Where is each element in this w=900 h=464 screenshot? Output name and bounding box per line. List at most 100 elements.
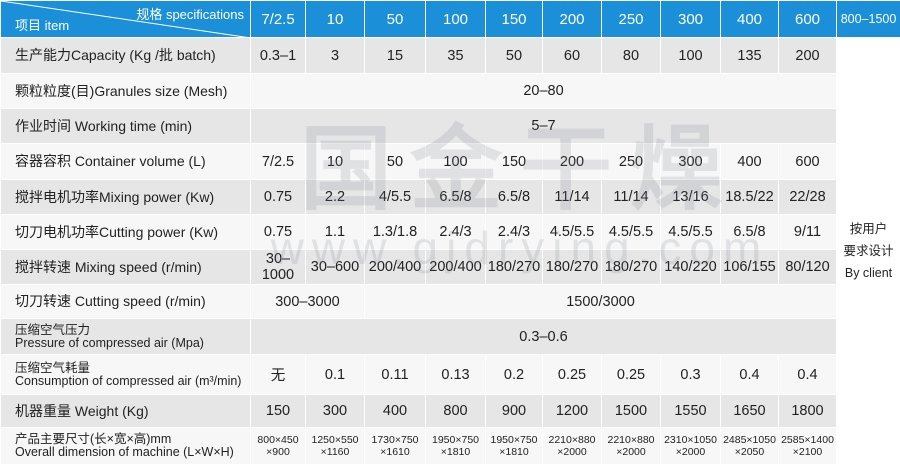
value-line: 6.5/8 <box>733 224 766 240</box>
value-line: 无 <box>270 368 286 384</box>
value-line: 6.5/8 <box>497 189 531 205</box>
value-cell: 1250×550 ×1160 <box>305 427 365 464</box>
value-cell: 4.5/5.5 <box>542 214 602 250</box>
value-line: 15 <box>386 47 404 64</box>
value-cell: 4.5/5.5 <box>660 214 721 250</box>
value-line: 0.2 <box>503 366 525 383</box>
value-cell: 2210×880 ×2000 <box>542 427 602 464</box>
value-cell: 6.5/8 <box>485 179 543 215</box>
value-cell: 20–80 <box>250 73 837 109</box>
value-line: 180/270 <box>487 259 541 275</box>
value-line: 1950×750 <box>490 434 538 446</box>
value-line: 0.4 <box>797 366 818 383</box>
value-line: 400 <box>382 403 408 419</box>
value-line: 800 <box>443 403 468 419</box>
value-cell: 0.3–1 <box>250 37 306 74</box>
value-line: 1.3/1.8 <box>372 224 418 240</box>
value-line: 4/5.5 <box>378 189 412 205</box>
value-line: 200 <box>795 47 820 64</box>
value-cell: 100 <box>660 37 721 74</box>
value-cell: 2.4/3 <box>485 214 543 250</box>
label-line: Pressure of compressed air (Mpa) <box>15 335 204 350</box>
value-line: 4.5/5.5 <box>549 224 595 240</box>
value-line: 3 <box>330 47 340 64</box>
table-row: 切刀电机功率Cutting power (Kw) 0.75 1.1 1.3/1.8 2.… <box>0 214 900 250</box>
value-cell: 60 <box>542 37 602 74</box>
column-header: 50 <box>364 0 426 38</box>
value-cell: 15 <box>364 37 426 74</box>
value-cell: 13/16 <box>660 179 721 215</box>
value-cell: 0.2 <box>485 354 543 395</box>
value-cell: 0.4 <box>720 354 779 395</box>
value-line: 4.5/5.5 <box>608 224 654 240</box>
column-header: 800–1500 <box>836 0 900 38</box>
label-line: 作业时间 Working time (min) <box>15 117 193 134</box>
value-line: 30–600 <box>310 259 360 275</box>
row-label: 生产能力Capacity (Kg /批 batch) <box>0 37 251 74</box>
label-line: 切刀转速 Cutting speed (r/min) <box>15 293 206 309</box>
column-header: 400 <box>720 0 779 38</box>
diagonal <box>1 1 251 38</box>
value-cell: 0.1 <box>305 354 365 395</box>
table-row: 容器容积 Container volume (L) 7/2.5 10 50 100 150… <box>0 143 900 180</box>
value-line: 600 <box>795 153 820 170</box>
value-cell: 50 <box>485 37 543 74</box>
value-line: 7/2.5 <box>261 153 295 170</box>
value-line: 0.25 <box>616 366 646 383</box>
value-cell: 300 <box>305 394 365 428</box>
value-line: 2.4/3 <box>497 224 531 240</box>
value-cell: 180/270 <box>542 249 602 285</box>
value-line: 11/14 <box>554 189 590 205</box>
value-cell: 1800 <box>778 394 837 428</box>
value-line: 135 <box>737 47 762 64</box>
value-line: 80 <box>622 47 640 64</box>
value-line: 10 <box>326 153 344 170</box>
table-row: 切刀转速 Cutting speed (r/min) 300–3000 1500/3… <box>0 284 900 319</box>
value-cell: 3 <box>305 37 365 74</box>
value-line: 1250×550 <box>311 434 359 446</box>
table-row: 颗粒粒度(目)Granules size (Mesh) 20–80 <box>0 73 900 109</box>
label-line: 机器重量 Weight (Kg) <box>15 402 149 419</box>
item-label: 项目 item <box>15 18 70 33</box>
label-line: 颗粒粒度(目)Granules size (Mesh) <box>15 82 228 99</box>
value-line: 2485×1050 <box>723 434 776 446</box>
value-cell: 1950×750 ×1810 <box>485 427 543 464</box>
row-label: 作业时间 Working time (min) <box>0 108 251 144</box>
value-cell: 0.4 <box>778 354 837 395</box>
value-line: 13/16 <box>672 189 709 205</box>
value-line: 2310×1050 <box>664 434 717 446</box>
table-row: 作业时间 Working time (min) 5–7 <box>0 108 900 144</box>
value-cell: 2485×1050 ×2050 <box>720 427 779 464</box>
value-cell: 2210×880 ×2000 <box>601 427 661 464</box>
value-line: 1800 <box>791 403 824 419</box>
value-line: ×2100 <box>792 446 823 458</box>
row-label: 颗粒粒度(目)Granules size (Mesh) <box>0 73 251 109</box>
value-line: 1.1 <box>324 224 346 240</box>
column-header: 300 <box>660 0 721 38</box>
table-row: 生产能力Capacity (Kg /批 batch) 0.3–1 3 15 35 50 60… <box>0 37 900 464</box>
value-cell: 800 <box>425 394 486 428</box>
value-line: ×900 <box>266 446 290 458</box>
value-line: 1500 <box>614 403 648 419</box>
value-cell: 2310×1050 ×2000 <box>660 427 721 464</box>
value-line: 200/400 <box>368 259 422 275</box>
row-label: 压缩空气压力 Pressure of compressed air (Mpa) <box>0 318 251 355</box>
row-label: 产品主要尺寸(长×宽×高)mm Overall dimension of mach… <box>0 427 251 464</box>
value-cell: 150 <box>485 143 543 180</box>
value-cell: 200 <box>542 143 602 180</box>
label-line: 搅拌转速 Mixing speed (r/min) <box>15 258 202 275</box>
column-header: 100 <box>425 0 486 38</box>
value-line: 2.2 <box>324 189 346 205</box>
value-cell: 9/11 <box>778 214 837 250</box>
value-line: 2585×1400 <box>781 434 834 446</box>
value-line: 0.75 <box>263 224 293 240</box>
value-cell: 2585×1400 ×2100 <box>778 427 837 464</box>
value-line: 50 <box>505 47 523 64</box>
table-row: 产品主要尺寸(长×宽×高)mm Overall dimension of mach… <box>0 427 900 464</box>
column-header: 7/2.5 <box>250 0 306 38</box>
row-label: 机器重量 Weight (Kg) <box>0 394 251 428</box>
value-line: 2210×880 <box>548 434 596 446</box>
value-cell: 200 <box>778 37 837 74</box>
